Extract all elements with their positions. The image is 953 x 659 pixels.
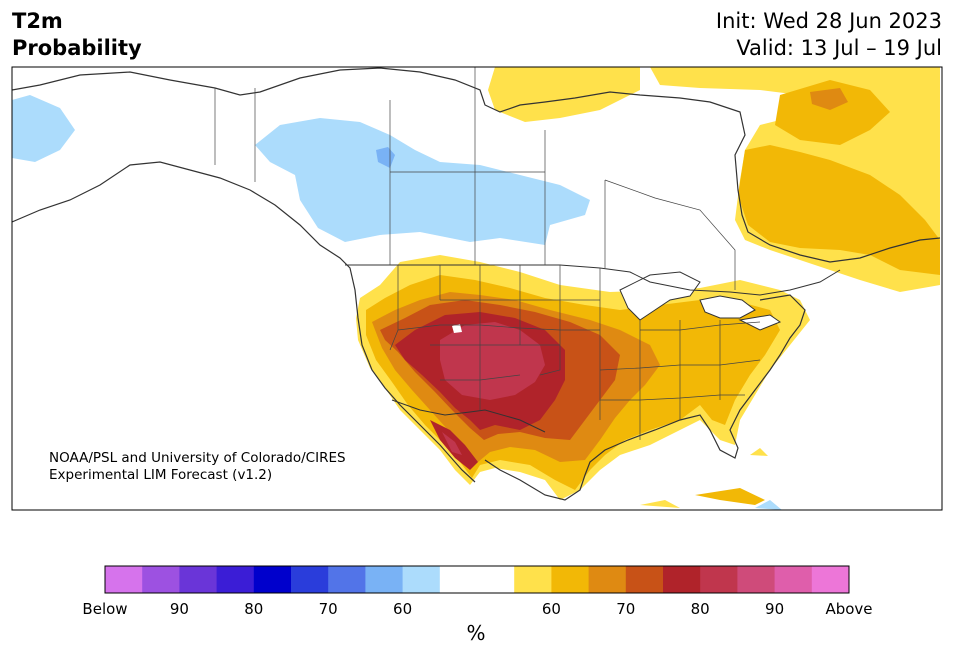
us-mexico-border (391, 399, 546, 433)
colorbar-bin (365, 566, 404, 593)
great-lakes (619, 271, 782, 331)
credit-block: NOAA/PSL and University of Colorado/CIRE… (49, 450, 346, 484)
colorbar-tick-label: 90 (169, 600, 189, 618)
credit-line-2: Experimental LIM Forecast (v1.2) (49, 467, 273, 483)
above-60-region-arctic-east (775, 80, 890, 145)
colorbar-bin (179, 566, 218, 593)
colorbar-bin (439, 566, 478, 593)
title-block: T2m Probability (12, 8, 142, 62)
colorbar (104, 565, 850, 594)
below-60-region-canada (255, 118, 590, 245)
above-50-region-bahamas (750, 448, 768, 456)
variable-subtitle: Probability (12, 36, 142, 60)
colorbar-tick-label: 60 (393, 600, 413, 618)
colorbar-bin (477, 566, 515, 593)
date-block: Init: Wed 28 Jun 2023 Valid: 13 Jul – 19… (716, 8, 942, 62)
above-95-region-baja (442, 432, 462, 455)
coastline (12, 67, 941, 501)
colorbar-tick-label: 70 (616, 600, 636, 618)
colorbar-bin (253, 566, 292, 593)
above-60-region-cuba (695, 488, 765, 505)
colorbar-bin (142, 566, 180, 593)
salt-lake (452, 324, 462, 333)
colorbar-tick-label: 60 (541, 600, 561, 618)
colorbar-bin (700, 566, 738, 593)
variable-title: T2m (12, 9, 63, 33)
map-frame (11, 66, 943, 511)
colorbar-tick-label: 90 (765, 600, 785, 618)
colorbar-tick-label: Above (825, 600, 873, 618)
colorbar-frame (104, 565, 850, 594)
below-60-region-alaska (12, 95, 75, 162)
colorbar-tick-label: 70 (318, 600, 338, 618)
colorbar-bin (551, 566, 590, 593)
colorbar-bin (402, 566, 441, 593)
colorbar-unit: % (466, 621, 486, 645)
colorbar-bin (588, 566, 627, 593)
above-95-region-us (440, 322, 545, 400)
colorbar-tick-label: Below (82, 600, 128, 618)
credit-line-1: NOAA/PSL and University of Colorado/CIRE… (49, 450, 346, 466)
init-date: Init: Wed 28 Jun 2023 (715, 9, 942, 33)
colorbar-bin (625, 566, 664, 593)
colorbar-bin (663, 566, 701, 593)
above-60-region-northeast-canada (738, 145, 940, 275)
colorbar-tick-labels: Below 90 80 70 60 60 70 80 90 Above (0, 600, 953, 620)
colorbar-bin (811, 566, 850, 593)
colorbar-tick-label: 80 (244, 600, 264, 618)
state-borders (389, 265, 761, 440)
above-50-region-arctic (488, 67, 640, 122)
colorbar-bin (105, 566, 143, 593)
colorbar-bin (328, 566, 366, 593)
above-70-region-arctic (810, 88, 848, 110)
above-50-region-caribbean (640, 500, 680, 508)
colorbar-bin (216, 566, 255, 593)
valid-date: Valid: 13 Jul – 19 Jul (736, 36, 942, 60)
below-60-region-gulf (755, 500, 782, 510)
colorbar-bin (291, 566, 329, 593)
colorbar-tick-label: 80 (690, 600, 710, 618)
colorbar-bin (737, 566, 776, 593)
colorbar-bin (514, 566, 552, 593)
province-borders (214, 67, 736, 290)
colorbar-bin (774, 566, 813, 593)
